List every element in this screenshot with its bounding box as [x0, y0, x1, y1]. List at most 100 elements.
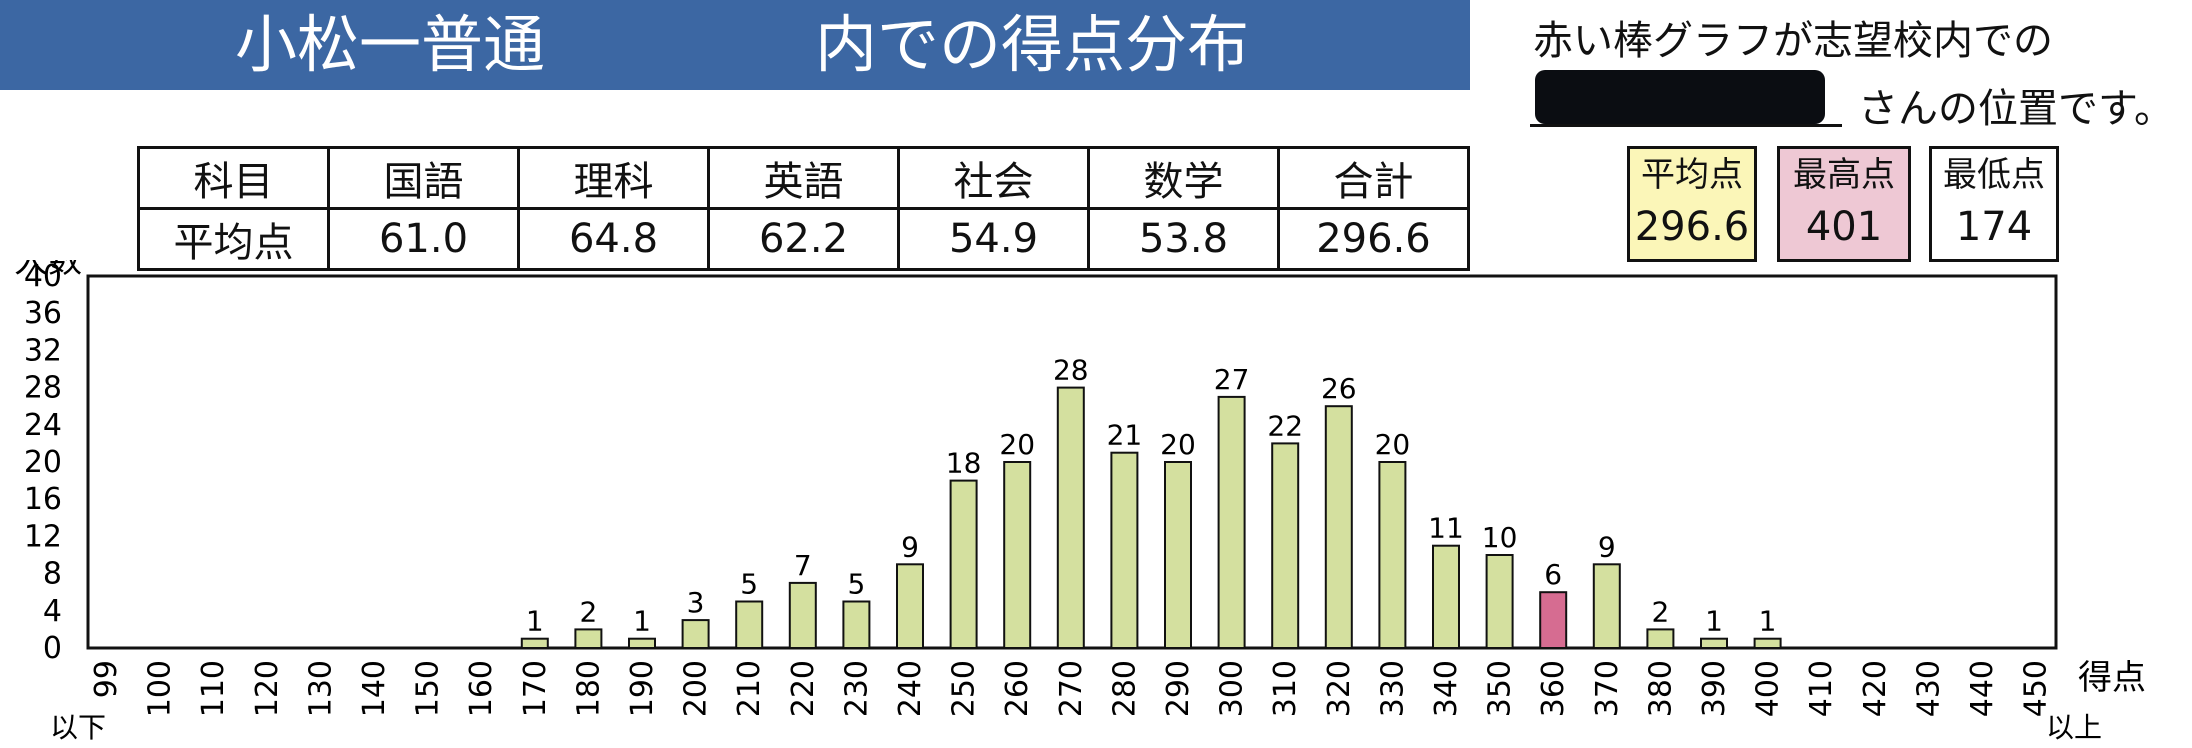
first-category-note: 以下 — [50, 711, 106, 744]
avg-japanese: 61.0 — [327, 207, 520, 271]
avg-math: 53.8 — [1087, 207, 1280, 271]
x-tick-label: 380 — [1643, 660, 1678, 717]
bar — [842, 600, 871, 649]
bar-value-label: 9 — [1598, 530, 1616, 563]
bar — [1432, 544, 1460, 650]
x-tick-label: 410 — [1804, 660, 1839, 717]
average-score-value: 296.6 — [1634, 204, 1750, 250]
bar — [1324, 405, 1353, 649]
table-average-row: 平均点 61.0 64.8 62.2 54.9 53.8 296.6 — [137, 207, 1470, 271]
x-tick-label: 200 — [679, 660, 714, 717]
bar-value-label: 7 — [794, 549, 812, 582]
y-tick-label: 4 — [43, 594, 62, 629]
x-tick-label: 150 — [411, 660, 446, 717]
subject-average-table: 科目 国語 理科 英語 社会 数学 合計 平均点 61.0 64.8 62.2 … — [137, 146, 1470, 271]
x-tick-label: 240 — [893, 660, 928, 717]
max-score-box: 最高点 401 — [1777, 146, 1911, 262]
bar-value-label: 20 — [1375, 428, 1411, 461]
x-tick-label: 330 — [1375, 660, 1410, 717]
bar — [1592, 563, 1621, 649]
y-tick-label: 24 — [24, 408, 62, 443]
x-tick-label: 210 — [732, 660, 767, 717]
x-tick-label: 99 — [89, 660, 124, 698]
subject-math: 数学 — [1087, 146, 1280, 210]
x-tick-label: 190 — [625, 660, 660, 717]
x-tick-label: 420 — [1858, 660, 1893, 717]
x-tick-label: 360 — [1536, 660, 1571, 717]
subject-science: 理科 — [517, 146, 710, 210]
bar-value-label: 6 — [1544, 558, 1562, 591]
bar — [681, 619, 710, 650]
bar — [1378, 461, 1407, 649]
y-tick-label: 36 — [24, 296, 62, 331]
bar — [1646, 628, 1675, 649]
bar — [788, 581, 817, 649]
bar-highlight — [1539, 591, 1568, 650]
bar-value-label: 5 — [847, 568, 865, 601]
min-score-box: 最低点 174 — [1929, 146, 2059, 262]
x-tick-label: 140 — [357, 660, 392, 717]
bar-value-label: 26 — [1321, 372, 1357, 405]
bar-value-label: 27 — [1214, 363, 1250, 396]
bar — [1110, 451, 1139, 649]
x-tick-label: 130 — [303, 660, 338, 717]
bar — [1003, 461, 1032, 649]
bar — [628, 637, 656, 650]
bar-value-label: 3 — [687, 586, 705, 619]
bar-value-label: 22 — [1267, 409, 1303, 442]
subject-social: 社会 — [897, 146, 1090, 210]
x-tick-label: 390 — [1697, 660, 1732, 717]
max-score-label: 最高点 — [1793, 155, 1895, 195]
bar-value-label: 18 — [946, 447, 982, 480]
table-row-label: 平均点 — [137, 207, 330, 271]
bar-value-label: 28 — [1053, 354, 1089, 387]
y-tick-label: 20 — [24, 445, 62, 480]
bar-value-label: 2 — [1651, 595, 1669, 628]
average-score-label: 平均点 — [1641, 155, 1743, 195]
bar-value-label: 1 — [633, 605, 651, 638]
max-score-value: 401 — [1805, 204, 1883, 250]
x-tick-label: 300 — [1215, 660, 1250, 717]
x-tick-label: 350 — [1483, 660, 1518, 717]
x-tick-label: 220 — [786, 660, 821, 717]
x-tick-label: 260 — [1000, 660, 1035, 717]
x-axis-label: 得点 — [2078, 658, 2146, 698]
x-tick-label: 180 — [571, 660, 606, 717]
bar-value-label: 1 — [1759, 605, 1777, 638]
y-tick-label: 16 — [24, 482, 62, 517]
bar-value-label: 10 — [1482, 521, 1518, 554]
x-tick-label: 320 — [1322, 660, 1357, 717]
y-tick-label: 40 — [24, 260, 62, 294]
bar — [574, 628, 603, 649]
x-tick-label: 270 — [1054, 660, 1089, 717]
x-tick-label: 100 — [143, 660, 178, 717]
x-tick-label: 340 — [1429, 660, 1464, 717]
x-tick-label: 120 — [250, 660, 285, 717]
note-line1: 赤い棒グラフが志望校内での — [1533, 18, 2053, 64]
subject-japanese: 国語 — [327, 146, 520, 210]
x-tick-label: 290 — [1161, 660, 1196, 717]
bar — [1164, 461, 1192, 649]
last-category-note: 以上 — [2046, 711, 2102, 744]
x-tick-label: 170 — [518, 660, 553, 717]
x-tick-label: 370 — [1590, 660, 1625, 717]
bar — [1217, 395, 1246, 649]
bar-value-label: 20 — [999, 428, 1035, 461]
avg-social: 54.9 — [897, 207, 1090, 271]
y-tick-label: 8 — [43, 557, 62, 592]
bar-value-label: 2 — [579, 595, 597, 628]
x-tick-label: 160 — [464, 660, 499, 717]
bar-value-label: 21 — [1107, 419, 1143, 452]
avg-total: 296.6 — [1277, 207, 1470, 271]
y-tick-label: 12 — [24, 519, 62, 554]
avg-science: 64.8 — [517, 207, 710, 271]
min-score-value: 174 — [1955, 204, 2033, 250]
x-tick-label: 230 — [839, 660, 874, 717]
bar — [896, 563, 924, 649]
bar — [1485, 554, 1514, 649]
y-tick-label: 0 — [43, 631, 62, 666]
x-tick-label: 280 — [1107, 660, 1142, 717]
title-banner: 小松一普通 内での得点分布 — [0, 0, 1470, 90]
y-axis-label: 人数 — [14, 260, 82, 281]
